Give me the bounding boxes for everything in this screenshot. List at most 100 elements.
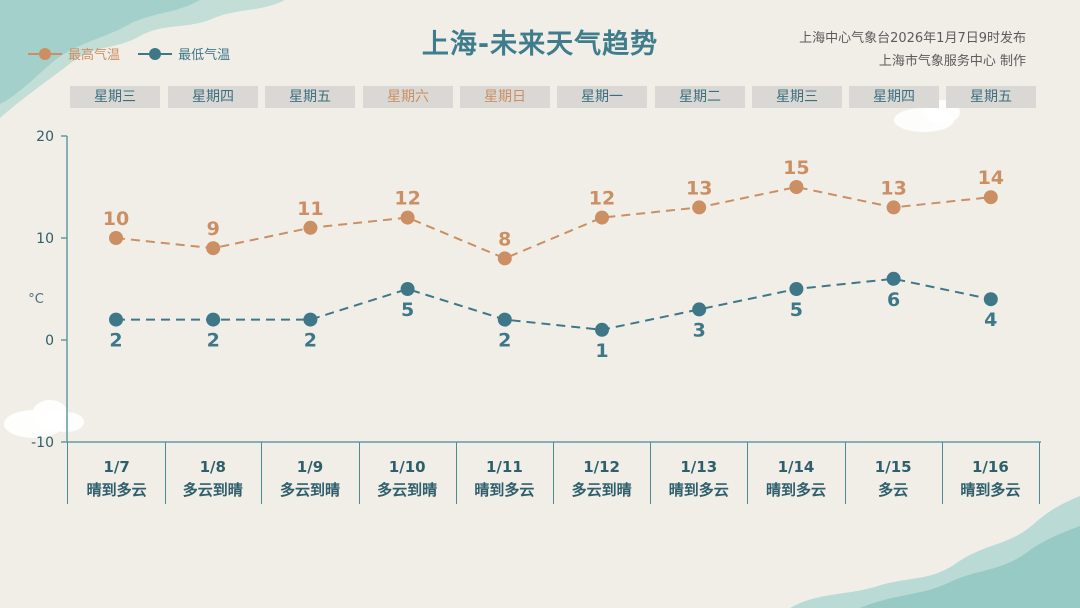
data-point-high: [789, 180, 804, 194]
data-point-high: [886, 200, 901, 215]
date-label: 1/12: [583, 458, 620, 476]
data-label-low: 2: [109, 330, 122, 352]
series-line-high: [115, 185, 991, 260]
y-tick-label: 20: [36, 129, 54, 145]
data-point-high: [497, 251, 512, 266]
data-label-low: 2: [498, 330, 511, 352]
legend-item-high: 最高气温: [28, 44, 120, 63]
data-point-low: [109, 312, 123, 327]
data-label-high: 11: [297, 198, 323, 220]
date-label: 1/10: [388, 458, 426, 476]
data-label-high: 10: [103, 208, 129, 230]
y-tick-label: -10: [31, 435, 54, 451]
day-cell: 1/10 多云到晴: [359, 442, 457, 504]
date-label: 1/9: [296, 458, 324, 476]
day-cell: 1/14 晴到多云: [747, 442, 846, 504]
weather-label: 晴到多云: [668, 481, 729, 499]
data-point-high: [109, 231, 123, 245]
data-point-low: [303, 312, 318, 327]
day-cell: 1/9 多云到晴: [261, 442, 360, 504]
weekday-label: 星期五: [946, 86, 1036, 108]
date-weather-row: 1/7 晴到多云 1/8 多云到晴 1/9 多云到晴 1/10 多云到晴 1/11 晴到多云 1/1…: [67, 442, 1041, 504]
legend-marker-low: [138, 47, 173, 60]
weekday-label: 星期日: [460, 86, 550, 108]
weather-label: 多云到晴: [279, 481, 340, 499]
data-label-high: 13: [686, 177, 712, 199]
data-label-high: 9: [207, 218, 220, 240]
legend-label-high: 最高气温: [68, 48, 121, 63]
weekday-label: 星期三: [752, 86, 842, 108]
data-point-low: [983, 292, 998, 307]
weather-label: 晴到多云: [960, 481, 1021, 499]
weather-label: 晴到多云: [86, 481, 147, 499]
data-label-high: 15: [783, 157, 809, 179]
legend-marker-high: [28, 47, 62, 60]
weekday-label: 星期一: [557, 86, 647, 108]
weekday-row: 星期三 星期四 星期五 星期六 星期日 星期一 星期二 星期三 星期四 星期五: [0, 86, 1080, 108]
issuer-info: 上海中心气象台2026年1月7日9时发布 上海市气象服务中心 制作: [799, 27, 1026, 73]
data-point-high: [206, 241, 221, 256]
data-point-low: [206, 312, 221, 327]
weather-label: 晴到多云: [765, 481, 826, 499]
date-label: 1/8: [199, 458, 226, 476]
weekday-label: 星期二: [655, 86, 745, 108]
weather-label: 晴到多云: [474, 481, 535, 499]
data-point-high: [400, 210, 415, 225]
data-label-high: 13: [880, 177, 906, 199]
weather-label: 多云到晴: [377, 481, 438, 499]
date-label: 1/15: [874, 458, 912, 476]
day-cell: 1/13 晴到多云: [650, 442, 749, 504]
date-label: 1/13: [680, 458, 718, 476]
series-line-low: [116, 277, 992, 331]
day-cell: 1/8 多云到晴: [164, 442, 263, 504]
y-tick-label: 10: [36, 231, 54, 247]
issuer-line-2: 上海市气象服务中心 制作: [878, 54, 1026, 69]
day-cell: 1/16 晴到多云: [942, 442, 1040, 504]
date-label: 1/16: [971, 458, 1009, 476]
date-label: 1/11: [485, 458, 523, 476]
data-label-low: 4: [984, 309, 997, 331]
data-point-high: [692, 200, 707, 215]
weather-label: 多云到晴: [182, 481, 243, 499]
data-point-high: [303, 220, 318, 235]
chart-legend: 最高气温 最低气温: [28, 44, 244, 64]
data-label-high: 8: [498, 228, 511, 250]
weekday-label: 星期三: [70, 86, 160, 108]
day-cell: 1/12 多云到晴: [553, 442, 652, 504]
legend-label-low: 最低气温: [178, 48, 231, 63]
date-label: 1/7: [103, 458, 130, 476]
y-tick-label: 0: [45, 333, 54, 349]
data-label-high: 12: [394, 188, 420, 210]
day-cell: 1/7 晴到多云: [67, 442, 167, 504]
data-point-high: [595, 210, 609, 225]
y-axis-unit: °C: [28, 292, 44, 307]
date-label: 1/14: [777, 458, 815, 476]
data-label-low: 6: [887, 289, 900, 311]
data-label-low: 3: [693, 319, 706, 341]
weekday-label: 星期四: [168, 86, 258, 108]
data-label-low: 2: [207, 330, 220, 352]
data-point-low: [400, 282, 415, 296]
weather-label: 多云到晴: [571, 481, 632, 499]
data-point-high: [983, 190, 998, 205]
data-point-low: [692, 302, 707, 317]
data-label-low: 2: [304, 330, 317, 352]
data-label-low: 5: [790, 299, 803, 321]
day-cell: 1/11 晴到多云: [456, 442, 554, 504]
legend-item-low: 最低气温: [138, 44, 230, 63]
data-point-low: [595, 322, 609, 337]
data-point-low: [497, 312, 512, 327]
data-point-low: [886, 271, 901, 286]
weekday-label: 星期五: [265, 86, 355, 108]
data-label-low: 1: [595, 340, 608, 362]
data-label-low: 5: [401, 299, 414, 321]
day-cell: 1/15 多云: [845, 442, 943, 504]
data-label-high: 14: [978, 167, 1004, 189]
issuer-line-1: 上海中心气象台2026年1月7日9时发布: [799, 31, 1026, 46]
data-point-low: [789, 282, 804, 296]
page-title: 上海-未来天气趋势: [421, 29, 659, 60]
weekday-label: 星期四: [849, 86, 939, 108]
data-label-high: 12: [589, 188, 615, 210]
weekday-label: 星期六: [363, 86, 453, 108]
